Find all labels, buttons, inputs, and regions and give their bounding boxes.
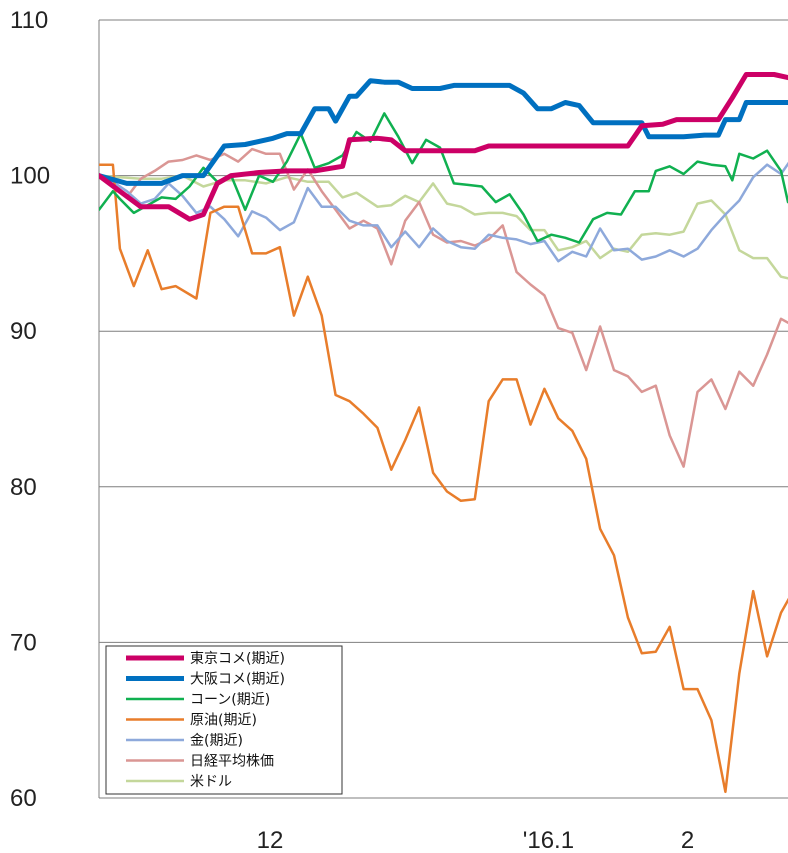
- legend-label-6: 米ドル: [190, 774, 232, 790]
- x-tick-label-2: 2: [681, 827, 694, 853]
- series-line-3: [99, 163, 788, 794]
- legend-label-3: 原油(期近): [190, 713, 257, 729]
- y-tick-label-110: 110: [10, 7, 48, 34]
- series-line-1: [99, 78, 788, 186]
- plot-series: [99, 72, 788, 794]
- series-line-2: [99, 112, 788, 244]
- series-line-4: [99, 161, 788, 263]
- x-tick-label-0: 12: [257, 827, 284, 853]
- legend-label-4: 金(期近): [190, 733, 243, 749]
- y-tick-label-80: 80: [10, 474, 37, 501]
- series-line-0: [99, 72, 788, 222]
- y-tick-label-70: 70: [10, 629, 37, 656]
- x-tick-label-1: '16.1: [523, 827, 574, 853]
- series-line-5: [99, 147, 788, 468]
- series-line-6: [99, 174, 788, 280]
- y-tick-label-90: 90: [10, 318, 37, 345]
- x-axis-tick-labels: 12 '16.1 2: [257, 827, 695, 853]
- y-tick-label-60: 60: [10, 785, 37, 812]
- legend-label-1: 大阪コメ(期近): [190, 672, 285, 688]
- y-tick-label-100: 100: [10, 163, 50, 190]
- y-axis-tick-labels: 60 70 80 90 100 110: [10, 7, 50, 812]
- gridlines: [98, 19, 788, 799]
- legend-label-2: コーン(期近): [190, 692, 270, 708]
- legend: 東京コメ(期近) 大阪コメ(期近) コーン(期近) 原油(期近) 金(期近) 日経平均株価…: [105, 645, 343, 795]
- legend-label-0: 東京コメ(期近): [190, 651, 285, 667]
- legend-label-5: 日経平均株価: [190, 754, 274, 770]
